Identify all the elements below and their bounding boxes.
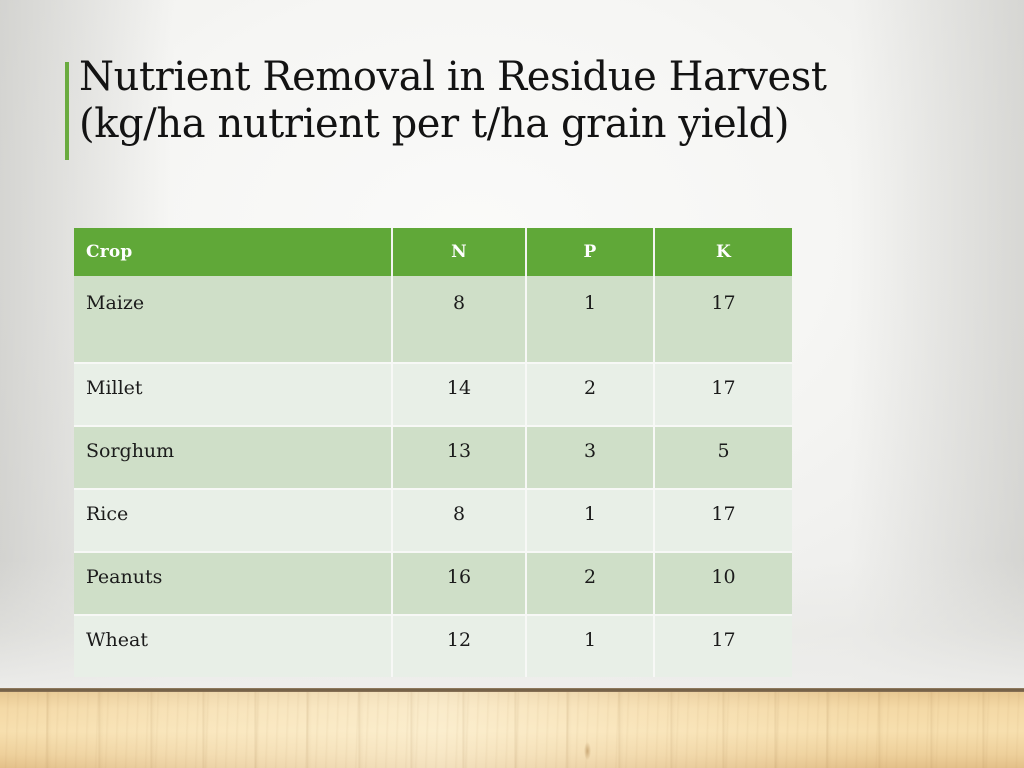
table-row: Millet 14 2 17 xyxy=(74,364,792,427)
page-title: Nutrient Removal in Residue Harvest (kg/… xyxy=(79,54,827,147)
cell-crop: Maize xyxy=(74,276,393,364)
column-header-n: N xyxy=(393,228,527,276)
wood-floor xyxy=(0,692,1024,768)
cell-n: 13 xyxy=(393,427,527,490)
cell-p: 2 xyxy=(527,553,655,616)
column-header-k: K xyxy=(655,228,792,276)
cell-k: 17 xyxy=(655,276,792,364)
table-row: Rice 8 1 17 xyxy=(74,490,792,553)
table-row: Sorghum 13 3 5 xyxy=(74,427,792,490)
cell-crop: Rice xyxy=(74,490,393,553)
cell-n: 14 xyxy=(393,364,527,427)
cell-n: 8 xyxy=(393,276,527,364)
cell-p: 2 xyxy=(527,364,655,427)
column-header-p: P xyxy=(527,228,655,276)
table-row: Peanuts 16 2 10 xyxy=(74,553,792,616)
cell-p: 3 xyxy=(527,427,655,490)
cell-n: 16 xyxy=(393,553,527,616)
table-row: Wheat 12 1 17 xyxy=(74,616,792,677)
cell-p: 1 xyxy=(527,490,655,553)
cell-k: 17 xyxy=(655,490,792,553)
cell-k: 17 xyxy=(655,364,792,427)
cell-crop: Wheat xyxy=(74,616,393,677)
cell-p: 1 xyxy=(527,616,655,677)
table-header: Crop N P K xyxy=(74,228,792,276)
column-header-crop: Crop xyxy=(74,228,393,276)
table-row: Maize 8 1 17 xyxy=(74,276,792,364)
cell-n: 8 xyxy=(393,490,527,553)
title-accent-bar xyxy=(65,62,69,160)
cell-n: 12 xyxy=(393,616,527,677)
cell-k: 5 xyxy=(655,427,792,490)
table-body: Maize 8 1 17 Millet 14 2 17 Sorghum 13 3… xyxy=(74,276,792,677)
cell-k: 10 xyxy=(655,553,792,616)
cell-crop: Millet xyxy=(74,364,393,427)
table-header-row: Crop N P K xyxy=(74,228,792,276)
cell-p: 1 xyxy=(527,276,655,364)
cell-crop: Peanuts xyxy=(74,553,393,616)
nutrient-removal-table: Crop N P K Maize 8 1 17 Millet 14 2 17 xyxy=(74,228,792,677)
floor-edge-line xyxy=(0,688,1024,692)
cell-k: 17 xyxy=(655,616,792,677)
cell-crop: Sorghum xyxy=(74,427,393,490)
nutrient-removal-table-container: Crop N P K Maize 8 1 17 Millet 14 2 17 xyxy=(74,228,792,677)
